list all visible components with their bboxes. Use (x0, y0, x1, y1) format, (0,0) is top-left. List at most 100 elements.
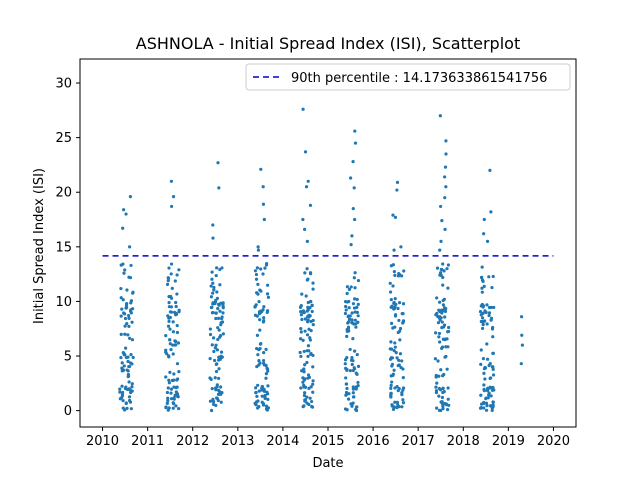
data-point (351, 359, 355, 363)
x-tick-label: 2010 (86, 434, 119, 449)
data-point (443, 196, 447, 200)
data-point (350, 404, 354, 408)
data-point (481, 320, 485, 324)
data-point (347, 287, 352, 291)
data-point (354, 408, 359, 413)
data-point (352, 306, 357, 310)
data-point (211, 281, 215, 285)
data-point (166, 276, 171, 280)
data-point (389, 297, 393, 302)
data-point (484, 408, 489, 412)
data-point (260, 384, 264, 389)
data-point (354, 371, 358, 375)
data-point (299, 327, 303, 331)
data-point (211, 301, 215, 305)
data-point (350, 318, 354, 322)
data-point (434, 385, 438, 389)
data-points (118, 107, 524, 413)
data-point (303, 150, 308, 154)
data-point (257, 300, 261, 304)
data-point (302, 393, 307, 398)
data-point (129, 390, 133, 395)
data-point (442, 308, 446, 312)
data-point (354, 325, 358, 329)
data-point (256, 383, 260, 387)
data-point (262, 350, 266, 355)
data-point (130, 382, 134, 386)
data-point (301, 338, 305, 342)
data-point (485, 342, 489, 346)
data-point (484, 310, 488, 315)
data-point (214, 316, 218, 321)
data-point (311, 318, 315, 323)
data-point (210, 387, 214, 391)
data-point (309, 352, 313, 356)
data-point (487, 275, 491, 279)
data-point (176, 341, 181, 345)
data-point (126, 359, 130, 364)
data-point (169, 391, 173, 395)
data-point (305, 309, 309, 313)
data-point (166, 278, 170, 283)
data-point (125, 368, 129, 372)
data-point (174, 300, 178, 305)
data-point (389, 340, 393, 344)
data-point (350, 234, 354, 238)
data-point (439, 408, 443, 413)
data-point (219, 321, 223, 325)
x-tick-label: 2011 (131, 434, 164, 449)
data-point (438, 340, 442, 344)
data-point (262, 217, 266, 222)
data-point (177, 308, 181, 312)
data-point (168, 315, 172, 320)
data-point (129, 299, 134, 303)
data-point (167, 381, 171, 385)
data-point (480, 326, 485, 331)
data-point (446, 263, 451, 267)
data-point (491, 274, 495, 279)
data-point (299, 354, 303, 359)
data-point (174, 404, 178, 408)
data-point (299, 310, 303, 314)
data-point (265, 407, 269, 411)
data-point (169, 387, 174, 391)
data-point (346, 327, 351, 331)
data-point (177, 406, 181, 411)
data-point (309, 272, 313, 276)
data-point (353, 297, 357, 301)
data-point (443, 315, 447, 319)
data-point (301, 380, 305, 384)
data-point (356, 278, 361, 283)
data-point (311, 323, 315, 327)
data-point (210, 270, 214, 274)
data-point (306, 344, 311, 348)
data-point (390, 364, 394, 368)
data-point (299, 304, 303, 308)
data-point (305, 239, 309, 243)
data-point (347, 306, 351, 310)
data-point (301, 107, 305, 111)
y-tick-label: 10 (55, 295, 72, 310)
data-point (311, 365, 315, 369)
data-point (263, 266, 267, 270)
data-point (479, 348, 483, 352)
data-point (343, 362, 347, 366)
data-point (164, 375, 168, 379)
data-point (128, 336, 132, 340)
data-point (401, 401, 406, 405)
data-point (391, 213, 395, 217)
data-point (487, 305, 492, 310)
legend-label: 90th percentile : 14.173633861541756 (291, 71, 547, 86)
data-point (256, 292, 260, 296)
data-point (350, 362, 354, 367)
data-point (483, 377, 487, 381)
data-point (176, 377, 180, 381)
data-point (488, 168, 492, 172)
data-point (441, 386, 445, 391)
data-point (441, 374, 445, 378)
data-point (124, 385, 128, 389)
data-point (446, 345, 450, 349)
data-point (175, 362, 180, 366)
data-point (310, 309, 314, 314)
data-point (258, 342, 263, 346)
